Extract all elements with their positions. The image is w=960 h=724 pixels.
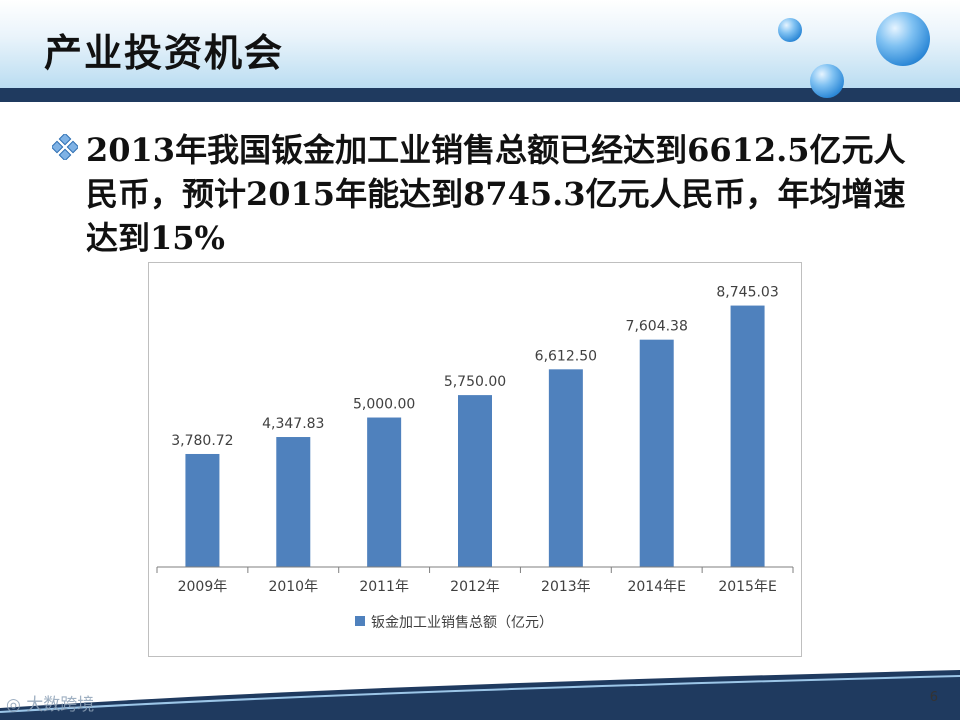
watermark-logo: ◎ 大数跨境 [6, 695, 95, 715]
data-label-0: 3,780.72 [171, 433, 233, 449]
data-label-5: 7,604.38 [626, 319, 688, 335]
decor-bubble-medium [810, 64, 844, 98]
category-label-0: 2009年 [178, 579, 228, 595]
bar-chart: 3,780.72 4,347.83 5,000.00 5,750.00 6,612.50… [156, 285, 794, 631]
footer-wave [0, 668, 960, 720]
category-label-4: 2013年 [541, 579, 591, 595]
header-bar [0, 88, 960, 102]
decor-bubble-small [778, 18, 802, 42]
bar-4 [548, 369, 583, 567]
data-label-1: 4,347.83 [262, 416, 324, 432]
bar-6 [730, 305, 765, 567]
category-label-3: 2012年 [450, 579, 500, 595]
bar-1 [276, 437, 311, 567]
diamond-bullet-icon [52, 134, 78, 160]
bullet-text: 2013年我国钣金加工业销售总额已经达到6612.5亿元人民币，预计2015年能… [86, 131, 906, 257]
legend-swatch [355, 616, 365, 626]
slide-header [0, 0, 960, 90]
bullet-block: 2013年我国钣金加工业销售总额已经达到6612.5亿元人民币，预计2015年能… [52, 128, 932, 260]
category-label-5: 2014年E [627, 579, 685, 595]
slide-title: 产业投资机会 [44, 31, 285, 75]
chart-frame: 3,780.72 4,347.83 5,000.00 5,750.00 6,612.50… [148, 262, 802, 657]
bar-2 [367, 417, 402, 567]
category-label-6: 2015年E [718, 579, 776, 595]
legend-label: 钣金加工业销售总额（亿元） [371, 615, 553, 631]
data-label-4: 6,612.50 [535, 348, 597, 364]
decor-bubble-large [876, 12, 930, 66]
bar-3 [458, 395, 492, 567]
category-label-1: 2010年 [268, 579, 318, 595]
category-label-2: 2011年 [359, 579, 409, 595]
bar-0 [185, 453, 220, 567]
bar-5 [639, 339, 674, 567]
data-label-3: 5,750.00 [444, 374, 506, 390]
page-number: 6 [929, 690, 938, 705]
data-label-6: 8,745.03 [716, 285, 778, 301]
data-label-2: 5,000.00 [353, 397, 415, 413]
